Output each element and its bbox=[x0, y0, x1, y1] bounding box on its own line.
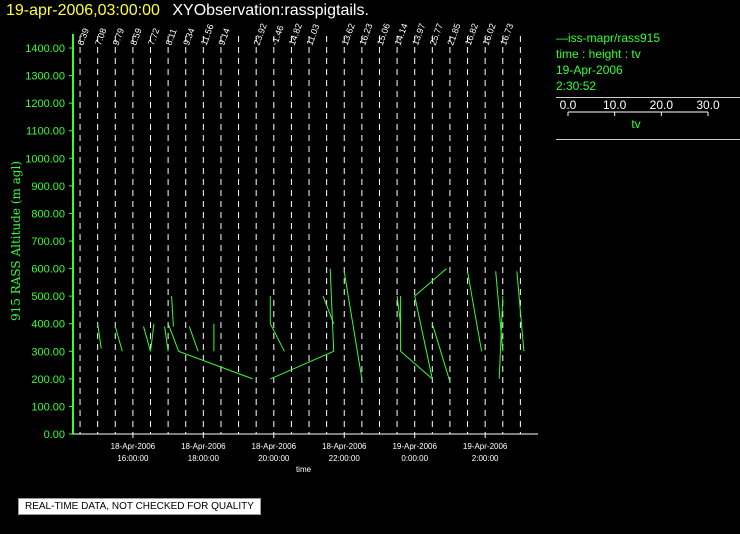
top-value-label: 8.11 bbox=[164, 27, 179, 46]
legend-date: 19-Apr-2006 bbox=[556, 63, 623, 77]
legend-scale-tick-label: 30.0 bbox=[696, 98, 720, 112]
y-tick-label: 600.00 bbox=[31, 264, 65, 276]
top-value-label: 7.08 bbox=[93, 27, 108, 47]
trace-segment bbox=[495, 271, 504, 352]
legend-line-entry: —iss-mapr/rass915 bbox=[556, 30, 740, 46]
trace-segment bbox=[467, 271, 483, 352]
trace-segment bbox=[400, 296, 433, 380]
trace-segment bbox=[431, 323, 451, 382]
trace-segment bbox=[322, 295, 335, 324]
y-tick-label: 1400.00 bbox=[25, 43, 65, 55]
top-value-label: 13.62 bbox=[340, 22, 357, 47]
y-tick-label: 400.00 bbox=[31, 319, 65, 331]
trace-segment bbox=[164, 326, 169, 352]
legend-scale-tick-label: 20.0 bbox=[650, 98, 674, 112]
legend-panel: —iss-mapr/rass915 time : height : tv 19-… bbox=[556, 30, 740, 140]
top-value-label: 11.56 bbox=[199, 23, 216, 47]
trace-segment bbox=[270, 268, 335, 380]
legend-divider-top bbox=[556, 97, 740, 98]
title-datetime: 19-apr-2006,03:00:00 bbox=[6, 2, 160, 19]
plot-title: 19-apr-2006,03:00:00 XYObservation:rassp… bbox=[6, 2, 369, 20]
y-tick-label: 900.00 bbox=[31, 181, 65, 193]
trace-segment bbox=[516, 271, 525, 352]
top-value-label: 15.06 bbox=[375, 22, 392, 47]
legend-scale: 0.0 10.0 20.0 30.0 tv bbox=[560, 98, 720, 131]
legend-line-label: iss-mapr/rass915 bbox=[568, 31, 661, 45]
x-tick-time: 22:00:00 bbox=[329, 454, 361, 463]
legend-divider-bottom bbox=[556, 139, 740, 140]
trace-segment bbox=[171, 296, 174, 327]
y-tick-label: 0.00 bbox=[44, 429, 65, 441]
y-tick-label: 1200.00 bbox=[25, 98, 65, 110]
trace-segment bbox=[414, 295, 433, 380]
y-tick-label: 500.00 bbox=[31, 291, 65, 303]
legend-scale-tick-label: 10.0 bbox=[603, 98, 627, 112]
x-tick-time: 16:00:00 bbox=[117, 454, 149, 463]
x-axis-label: time bbox=[296, 465, 312, 474]
x-tick-time: 2:00:00 bbox=[472, 454, 499, 463]
x-tick-time: 18:00:00 bbox=[188, 454, 220, 463]
trace-segment bbox=[269, 323, 285, 352]
y-tick-label: 1100.00 bbox=[26, 126, 65, 138]
top-value-label: 11.03 bbox=[305, 23, 322, 47]
top-value-label: 9.34 bbox=[181, 27, 196, 47]
trace-segment bbox=[114, 326, 123, 352]
y-tick-label: 200.00 bbox=[31, 374, 65, 386]
top-value-label: 23.92 bbox=[252, 22, 269, 47]
legend-scale-tick-label: 0.0 bbox=[560, 98, 577, 112]
quality-note: REAL-TIME DATA, NOT CHECKED FOR QUALITY bbox=[18, 498, 261, 515]
top-value-label: 14.82 bbox=[287, 22, 304, 47]
legend-time: 2:30:52 bbox=[556, 79, 597, 93]
trace-segment bbox=[150, 323, 155, 352]
y-tick-label: 700.00 bbox=[31, 236, 65, 248]
top-value-label: 25.77 bbox=[428, 22, 445, 47]
legend-line-swatch: — bbox=[556, 31, 568, 45]
y-axis-label: 915 RASS Altitude (m agl) bbox=[9, 161, 23, 321]
legend-variables: time : height : tv bbox=[556, 47, 641, 61]
x-tick-date: 19-Apr-2006 bbox=[392, 442, 437, 451]
top-value-label: -1.46 bbox=[269, 24, 285, 47]
x-tick-time: 0:00:00 bbox=[401, 454, 428, 463]
trace-segment bbox=[414, 268, 447, 297]
trace-segment bbox=[498, 296, 504, 379]
x-tick-date: 18-Apr-2006 bbox=[322, 442, 367, 451]
top-value-label: 14.14 bbox=[393, 22, 410, 47]
top-value-label: 16.82 bbox=[463, 22, 480, 47]
top-value-label: 8.59 bbox=[128, 27, 143, 47]
trace-segment bbox=[343, 271, 349, 294]
top-value-label: 9.79 bbox=[111, 27, 126, 47]
x-tick-date: 18-Apr-2006 bbox=[181, 442, 226, 451]
x-tick-date: 18-Apr-2006 bbox=[111, 442, 156, 451]
y-tick-label: 1000.00 bbox=[25, 153, 65, 165]
y-tick-label: 1300.00 bbox=[25, 71, 65, 83]
trace-segment bbox=[347, 293, 363, 379]
top-value-label: 16.73 bbox=[498, 22, 515, 47]
top-value-label: 13.97 bbox=[410, 22, 427, 47]
x-tick-date: 18-Apr-2006 bbox=[252, 442, 297, 451]
top-value-label: 16.02 bbox=[481, 22, 498, 47]
trace-segment bbox=[167, 323, 253, 380]
y-tick-label: 100.00 bbox=[31, 401, 65, 413]
top-value-label: 6.39 bbox=[76, 27, 91, 47]
trace-segment bbox=[97, 323, 102, 349]
top-value-label: 21.85 bbox=[445, 22, 462, 47]
y-tick-label: 800.00 bbox=[31, 208, 65, 220]
trace-segment bbox=[396, 296, 402, 324]
legend-scale-label: tv bbox=[631, 117, 640, 131]
y-tick-label: 300.00 bbox=[31, 346, 65, 358]
trace-segment bbox=[143, 326, 151, 352]
x-tick-date: 19-Apr-2006 bbox=[463, 442, 508, 451]
top-value-label: 7.72 bbox=[146, 27, 161, 47]
title-observation: XYObservation:rasspigtails. bbox=[172, 2, 369, 19]
x-tick-time: 20:00:00 bbox=[258, 454, 290, 463]
top-value-label: 9.14 bbox=[216, 27, 231, 47]
trace-segment bbox=[188, 326, 199, 352]
top-value-label: 16.23 bbox=[357, 22, 374, 47]
